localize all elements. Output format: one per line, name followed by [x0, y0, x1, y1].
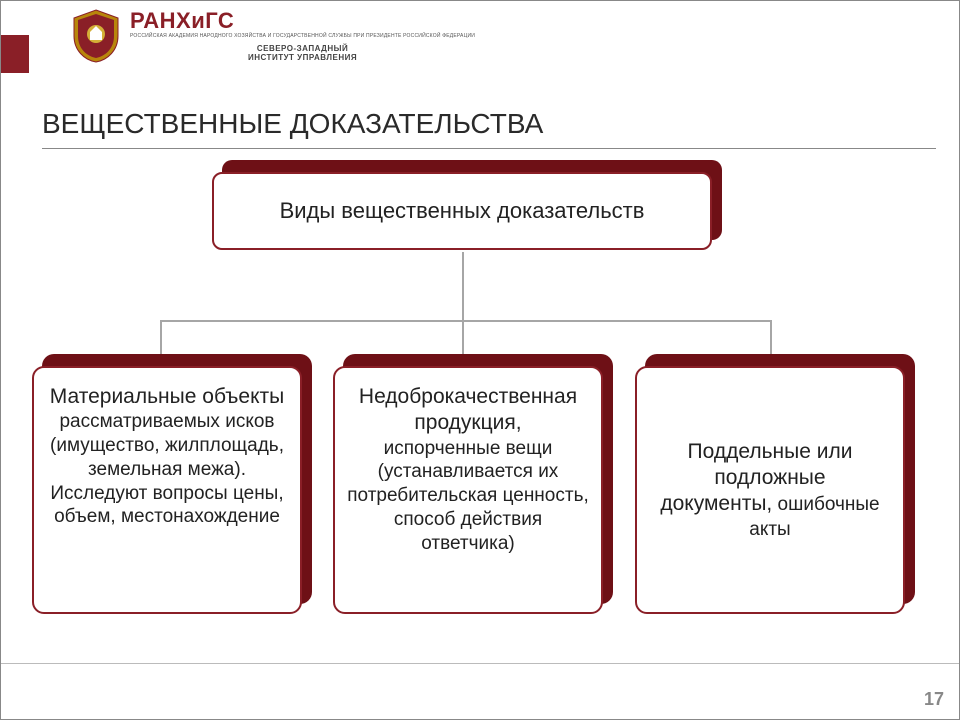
diagram: Виды вещественных доказательств Материал…	[0, 160, 960, 660]
logo-main: РАНХиГС	[130, 10, 475, 32]
child-title: Материальные объекты	[50, 384, 284, 410]
root-label: Виды вещественных доказательств	[280, 198, 645, 224]
child-box: Поддельные или подложные документы, ошиб…	[635, 366, 905, 614]
connector-child-2	[462, 320, 464, 354]
crest-icon	[70, 8, 122, 64]
title-rule	[42, 148, 936, 149]
child-node-3: Поддельные или подложные документы, ошиб…	[635, 354, 915, 614]
connector-child-3	[770, 320, 772, 354]
page-number: 17	[924, 689, 944, 710]
child-box: Недоброкачественная продукция, испорченн…	[333, 366, 603, 614]
child-title: Недоброкачественная продукция,	[345, 384, 591, 437]
child-node-1: Материальные объекты рассматриваемых иск…	[32, 354, 312, 614]
connector-root-vert	[462, 252, 464, 320]
child-title: Поддельные или подложные	[647, 439, 893, 492]
left-accent-bar	[1, 35, 29, 73]
bottom-rule	[1, 663, 959, 664]
connector-horiz	[160, 320, 770, 322]
logo-area: РАНХиГС РОССИЙСКАЯ АКАДЕМИЯ НАРОДНОГО ХО…	[70, 8, 475, 64]
root-node: Виды вещественных доказательств	[212, 160, 722, 255]
root-box: Виды вещественных доказательств	[212, 172, 712, 250]
connector-child-1	[160, 320, 162, 354]
child-body: испорченные вещи (устанавливается их пот…	[345, 437, 591, 556]
logo-sub3: ИНСТИТУТ УПРАВЛЕНИЯ	[130, 54, 475, 62]
child-node-2: Недоброкачественная продукция, испорченн…	[333, 354, 613, 614]
slide-title: ВЕЩЕСТВЕННЫЕ ДОКАЗАТЕЛЬСТВА	[42, 108, 543, 140]
child-body-prefix: документы,	[660, 492, 772, 515]
logo-sub1: РОССИЙСКАЯ АКАДЕМИЯ НАРОДНОГО ХОЗЯЙСТВА …	[130, 34, 475, 39]
logo-text: РАНХиГС РОССИЙСКАЯ АКАДЕМИЯ НАРОДНОГО ХО…	[130, 10, 475, 62]
logo-sub2: СЕВЕРО-ЗАПАДНЫЙ	[130, 45, 475, 53]
child-body: рассматриваемых исков (имущество, жилпло…	[44, 410, 290, 529]
child-box: Материальные объекты рассматриваемых иск…	[32, 366, 302, 614]
